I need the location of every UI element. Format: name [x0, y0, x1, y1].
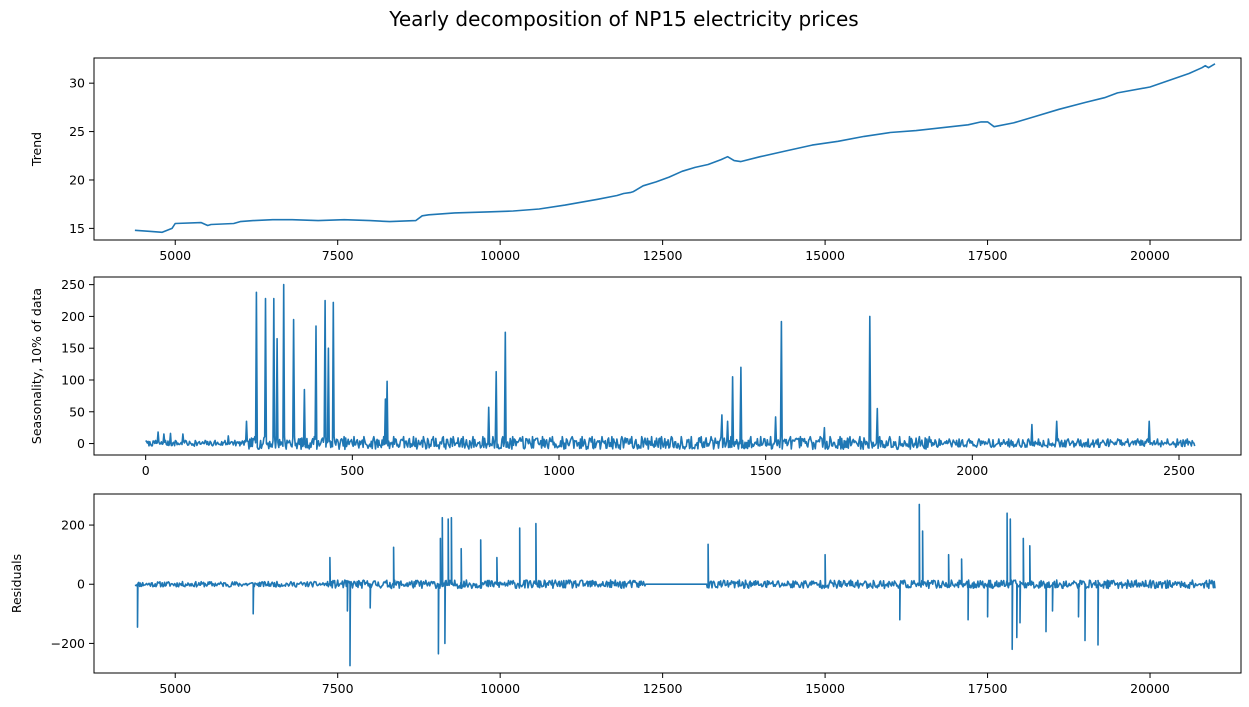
trend-x-tick-label: 12500 [643, 248, 683, 263]
seasonality-y-tick-label: 150 [61, 341, 85, 356]
figure-title: Yearly decomposition of NP15 electricity… [388, 7, 858, 31]
residuals-x-tick-label: 15000 [805, 681, 845, 696]
trend-x-tick-label: 15000 [805, 248, 845, 263]
trend-y-tick-label: 20 [69, 172, 85, 187]
seasonality-panel: 0 500 1000 1500 2000 2500 0 50 100 150 200 250 Seaso… [29, 276, 1242, 478]
seasonality-y-tick-label: 100 [61, 372, 85, 387]
seasonality-y-tick-label: 0 [77, 436, 85, 451]
seasonality-y-axis-label: Seasonality, 10% of data [29, 288, 44, 444]
trend-x-tick-label: 17500 [968, 248, 1008, 263]
trend-y-tick-label: 15 [69, 221, 85, 236]
trend-y-tick-label: 25 [69, 124, 85, 139]
seasonality-y-tick-label: 50 [69, 404, 85, 419]
trend-series-line [134, 63, 1216, 234]
residuals-panel: 5000 7500 10000 12500 15000 17500 20000 −200 0 20… [9, 493, 1242, 696]
seasonality-x-tick-label: 1000 [543, 463, 575, 478]
seasonality-plot-frame [93, 276, 1242, 456]
residuals-y-tick-label: 200 [61, 518, 85, 533]
residuals-x-tick-label: 12500 [643, 681, 683, 696]
seasonality-x-tick-label: 1500 [750, 463, 782, 478]
trend-x-tick-label: 10000 [480, 248, 520, 263]
seasonality-y-tick-label: 250 [61, 277, 85, 292]
residuals-y-tick-label: −200 [51, 636, 85, 651]
seasonality-x-tick-label: 0 [142, 463, 150, 478]
trend-x-tick-label: 7500 [322, 248, 354, 263]
residuals-x-tick-label: 10000 [480, 681, 520, 696]
residuals-x-tick-label: 20000 [1130, 681, 1170, 696]
seasonality-x-tick-label: 2000 [956, 463, 988, 478]
residuals-y-axis-label: Residuals [9, 554, 24, 613]
residuals-x-tick-label: 17500 [968, 681, 1008, 696]
trend-panel: 5000 7500 10000 12500 15000 17500 20000 15 20 25 3… [29, 57, 1242, 263]
residuals-series-line [134, 503, 1216, 667]
trend-x-tick-label: 5000 [159, 248, 191, 263]
trend-x-tick-label: 20000 [1130, 248, 1170, 263]
trend-plot-frame [93, 57, 1242, 241]
seasonality-y-tick-label: 200 [61, 309, 85, 324]
residuals-x-tick-label: 7500 [322, 681, 354, 696]
residuals-x-tick-label: 5000 [159, 681, 191, 696]
seasonality-series-line [145, 283, 1196, 451]
trend-y-tick-label: 30 [69, 76, 85, 91]
trend-y-axis-label: Trend [29, 132, 44, 167]
residuals-plot-frame [93, 493, 1242, 674]
seasonality-x-tick-label: 500 [340, 463, 364, 478]
residuals-y-tick-label: 0 [77, 577, 85, 592]
seasonality-x-tick-label: 2500 [1163, 463, 1195, 478]
